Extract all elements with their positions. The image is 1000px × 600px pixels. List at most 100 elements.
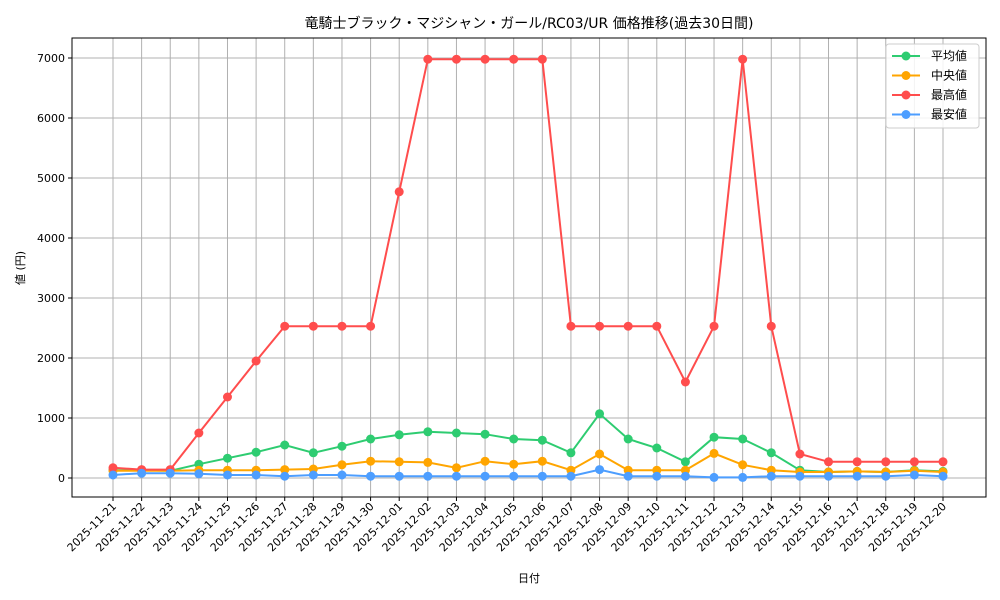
data-point	[337, 460, 347, 470]
data-point	[394, 471, 404, 481]
data-point	[222, 392, 232, 402]
data-point	[451, 54, 461, 64]
plot-frame	[71, 37, 987, 498]
data-point	[480, 471, 490, 481]
data-point	[251, 470, 261, 480]
data-point	[909, 457, 919, 467]
data-point	[709, 432, 719, 442]
data-point	[251, 356, 261, 366]
legend-marker-icon	[901, 90, 911, 100]
data-point	[537, 471, 547, 481]
y-tick-label: 6000	[37, 112, 65, 125]
data-point	[881, 471, 891, 481]
data-point	[680, 471, 690, 481]
data-point	[623, 434, 633, 444]
data-point	[394, 430, 404, 440]
data-point	[451, 471, 461, 481]
legend-label: 中央値	[931, 68, 967, 83]
legend-item: 平均値	[892, 48, 967, 63]
data-point	[308, 470, 318, 480]
legend-item: 中央値	[892, 68, 967, 83]
data-point	[652, 321, 662, 331]
series-line	[113, 452, 944, 474]
data-point	[280, 471, 290, 481]
data-point	[451, 428, 461, 438]
data-point	[595, 409, 605, 419]
y-tick-label: 5000	[37, 172, 65, 185]
data-point	[909, 470, 919, 480]
data-point	[709, 321, 719, 331]
data-point	[738, 54, 748, 64]
legend-marker-icon	[901, 71, 911, 80]
data-point	[738, 472, 748, 482]
data-point	[337, 321, 347, 331]
data-point	[509, 471, 519, 481]
series-最高値	[108, 54, 948, 475]
data-point	[623, 321, 633, 331]
data-point	[366, 321, 376, 331]
data-point	[766, 321, 776, 331]
data-point	[366, 456, 376, 466]
data-point	[222, 453, 232, 463]
data-point	[509, 459, 519, 469]
legend-item: 最高値	[892, 87, 967, 102]
data-point	[537, 456, 547, 466]
data-point	[509, 54, 519, 64]
data-point	[566, 448, 576, 458]
data-point	[938, 457, 948, 467]
series-line	[113, 412, 944, 474]
x-axis-ticks: 2025-11-212025-11-222025-11-232025-11-24…	[65, 497, 949, 554]
y-tick-label: 4000	[37, 232, 65, 245]
data-point	[337, 470, 347, 480]
data-point	[938, 471, 948, 481]
legend-label: 最安値	[931, 107, 967, 122]
data-point	[394, 187, 404, 197]
data-point	[423, 471, 433, 481]
y-axis-label: 値 (円)	[14, 251, 27, 285]
series-layer	[108, 54, 948, 482]
series-中央値	[108, 448, 948, 477]
grid-lines	[72, 38, 986, 497]
data-point	[881, 457, 891, 467]
data-point	[595, 465, 605, 475]
data-point	[680, 377, 690, 387]
y-tick-label: 0	[58, 472, 65, 485]
data-point	[308, 448, 318, 458]
x-axis-label: 日付	[518, 572, 540, 585]
data-point	[738, 434, 748, 444]
y-axis-ticks: 0 1000 2000 3000 4000 5000 6000 7000	[37, 52, 72, 485]
data-point	[394, 457, 404, 467]
data-point	[280, 440, 290, 450]
data-point	[423, 457, 433, 467]
legend-marker-icon	[901, 51, 911, 61]
data-point	[251, 447, 261, 457]
data-point	[824, 457, 834, 467]
data-point	[623, 471, 633, 481]
data-point	[423, 427, 433, 437]
data-point	[537, 435, 547, 445]
data-point	[509, 434, 519, 444]
data-point	[194, 469, 204, 479]
y-tick-label: 2000	[37, 352, 65, 365]
data-point	[652, 471, 662, 481]
data-point	[480, 54, 490, 64]
data-point	[108, 470, 118, 480]
legend-label: 最高値	[931, 87, 967, 102]
data-point	[766, 448, 776, 458]
data-point	[738, 460, 748, 470]
y-tick-label: 3000	[37, 292, 65, 305]
legend-label: 平均値	[931, 48, 967, 63]
legend-marker-icon	[901, 110, 911, 119]
series-line	[112, 58, 943, 471]
data-point	[165, 468, 175, 478]
data-point	[795, 449, 805, 459]
data-point	[337, 441, 347, 451]
data-point	[852, 471, 862, 481]
data-point	[595, 321, 605, 331]
data-point	[595, 449, 605, 459]
data-point	[280, 465, 290, 475]
chart-title: 竜騎士ブラック・マジシャン・ガール/RC03/UR 価格推移(過去30日間)	[305, 15, 754, 32]
data-point	[366, 471, 376, 481]
data-point	[566, 321, 576, 331]
